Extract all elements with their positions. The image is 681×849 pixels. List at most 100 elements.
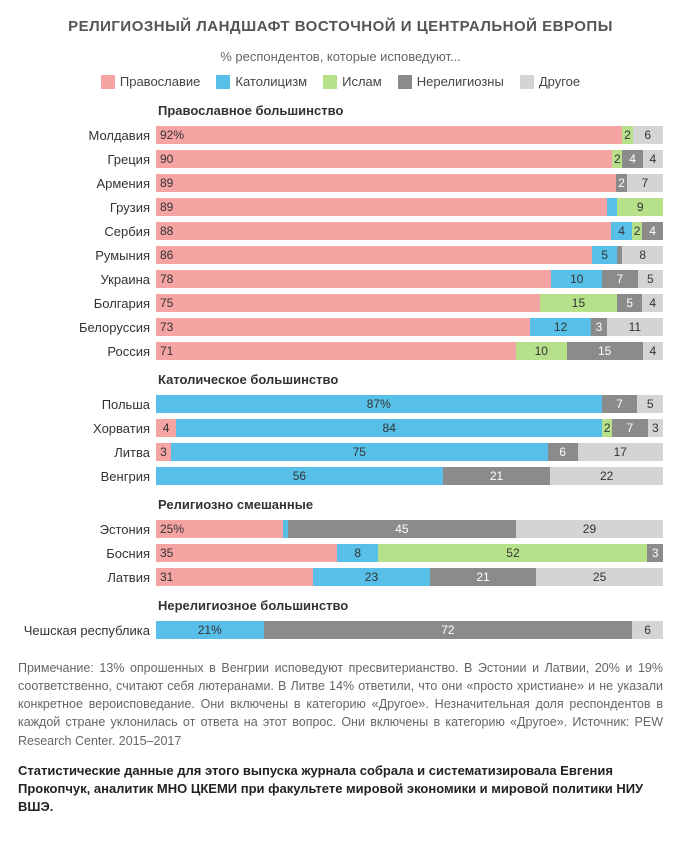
legend-item: Ислам: [323, 74, 382, 89]
bar-segment: 5: [638, 270, 663, 288]
credit: Статистические данные для этого выпуска …: [18, 762, 663, 817]
bar-segment: 2: [616, 174, 626, 192]
bar-segment: 4: [642, 294, 662, 312]
country-label: Польша: [18, 397, 156, 412]
bar-segment: 89: [156, 174, 616, 192]
group-title: Православное большинство: [158, 103, 663, 118]
country-label: Литва: [18, 445, 156, 460]
bar-segment: 78: [156, 270, 551, 288]
bar-segment: 35: [156, 544, 337, 562]
legend-label: Католицизм: [235, 74, 307, 89]
bar-segment: 10: [551, 270, 602, 288]
table-row: Армения8927: [18, 172, 663, 194]
bar: 8927: [156, 174, 663, 192]
country-label: Молдавия: [18, 128, 156, 143]
bar-segment: 89: [156, 198, 607, 216]
bar-segment: 56: [156, 467, 443, 485]
bar: 781075: [156, 270, 663, 288]
table-row: Греция90244: [18, 148, 663, 170]
bar-segment: 52: [378, 544, 647, 562]
bar-segment: 4: [622, 150, 642, 168]
table-row: Украина781075: [18, 268, 663, 290]
bar-segment: 4: [156, 419, 176, 437]
bar-segment: 5: [617, 294, 643, 312]
table-row: Россия7110154: [18, 340, 663, 362]
bar-segment: 23: [313, 568, 430, 586]
chart-title: РЕЛИГИОЗНЫЙ ЛАНДШАФТ ВОСТОЧНОЙ И ЦЕНТРАЛ…: [18, 18, 663, 35]
country-label: Румыния: [18, 248, 156, 263]
bar-segment: 21%: [156, 621, 264, 639]
bar-segment: [607, 198, 617, 216]
country-label: Чешская республика: [18, 623, 156, 638]
legend-item: Католицизм: [216, 74, 307, 89]
bar-segment: 11: [607, 318, 663, 336]
bar-segment: 3: [647, 544, 663, 562]
bar-segment: 71: [156, 342, 516, 360]
bar-segment: 73: [156, 318, 530, 336]
bar-segment: 72: [264, 621, 633, 639]
table-row: Латвия31232125: [18, 566, 663, 588]
bar: 88424: [156, 222, 663, 240]
country-label: Украина: [18, 272, 156, 287]
bar: 7110154: [156, 342, 663, 360]
country-label: Эстония: [18, 522, 156, 537]
legend-swatch: [216, 75, 230, 89]
bar-segment: 12: [530, 318, 591, 336]
country-label: Россия: [18, 344, 156, 359]
legend-swatch: [323, 75, 337, 89]
bar-segment: 29: [516, 520, 663, 538]
legend-swatch: [520, 75, 534, 89]
bar-segment: 2: [632, 222, 642, 240]
bar-segment: 5: [592, 246, 617, 264]
bar-segment: 8: [622, 246, 663, 264]
country-label: Венгрия: [18, 469, 156, 484]
bar-segment: 90: [156, 150, 612, 168]
country-label: Грузия: [18, 200, 156, 215]
bar: 375617: [156, 443, 663, 461]
bar: 484273: [156, 419, 663, 437]
table-row: Литва375617: [18, 441, 663, 463]
chart-subtitle: % респондентов, которые исповедуют...: [18, 49, 663, 64]
bar-segment: 87%: [156, 395, 602, 413]
legend: Православие Католицизм Ислам Нерелигиозны Др…: [18, 74, 663, 89]
bar-segment: 25%: [156, 520, 283, 538]
bar-segment: 3: [591, 318, 606, 336]
country-label: Хорватия: [18, 421, 156, 436]
bar-segment: 4: [643, 150, 663, 168]
bar-segment: 7: [602, 270, 637, 288]
legend-item: Нерелигиозны: [398, 74, 504, 89]
legend-label: Другое: [539, 74, 580, 89]
bar-segment: 75: [156, 294, 540, 312]
legend-swatch: [398, 75, 412, 89]
bar-segment: 8: [337, 544, 378, 562]
bar-segment: 25: [536, 568, 663, 586]
legend-item: Православие: [101, 74, 201, 89]
bar: 90244: [156, 150, 663, 168]
country-label: Белоруссия: [18, 320, 156, 335]
chart-area: Православное большинствоМолдавия92%26Гре…: [18, 103, 663, 641]
bar-segment: 17: [578, 443, 663, 461]
legend-label: Ислам: [342, 74, 382, 89]
country-label: Босния: [18, 546, 156, 561]
bar-segment: 6: [633, 126, 663, 144]
bar-segment: 10: [516, 342, 567, 360]
country-label: Армения: [18, 176, 156, 191]
group-title: Религиозно смешанные: [158, 497, 663, 512]
bar-segment: 4: [643, 342, 663, 360]
table-row: Эстония25% 4529: [18, 518, 663, 540]
bar: 562122: [156, 467, 663, 485]
bar-segment: 92%: [156, 126, 622, 144]
bar-segment: 7: [602, 395, 638, 413]
table-row: Белоруссия7312311: [18, 316, 663, 338]
table-row: Молдавия92%26: [18, 124, 663, 146]
table-row: Грузия899: [18, 196, 663, 218]
bar-segment: 45: [288, 520, 516, 538]
bar: 7312311: [156, 318, 663, 336]
table-row: Чешская республика21%726: [18, 619, 663, 641]
bar: 21%726: [156, 621, 663, 639]
bar-segment: 4: [642, 222, 663, 240]
table-row: Хорватия484273: [18, 417, 663, 439]
table-row: Сербия88424: [18, 220, 663, 242]
bar: 899: [156, 198, 663, 216]
bar-segment: 21: [430, 568, 536, 586]
